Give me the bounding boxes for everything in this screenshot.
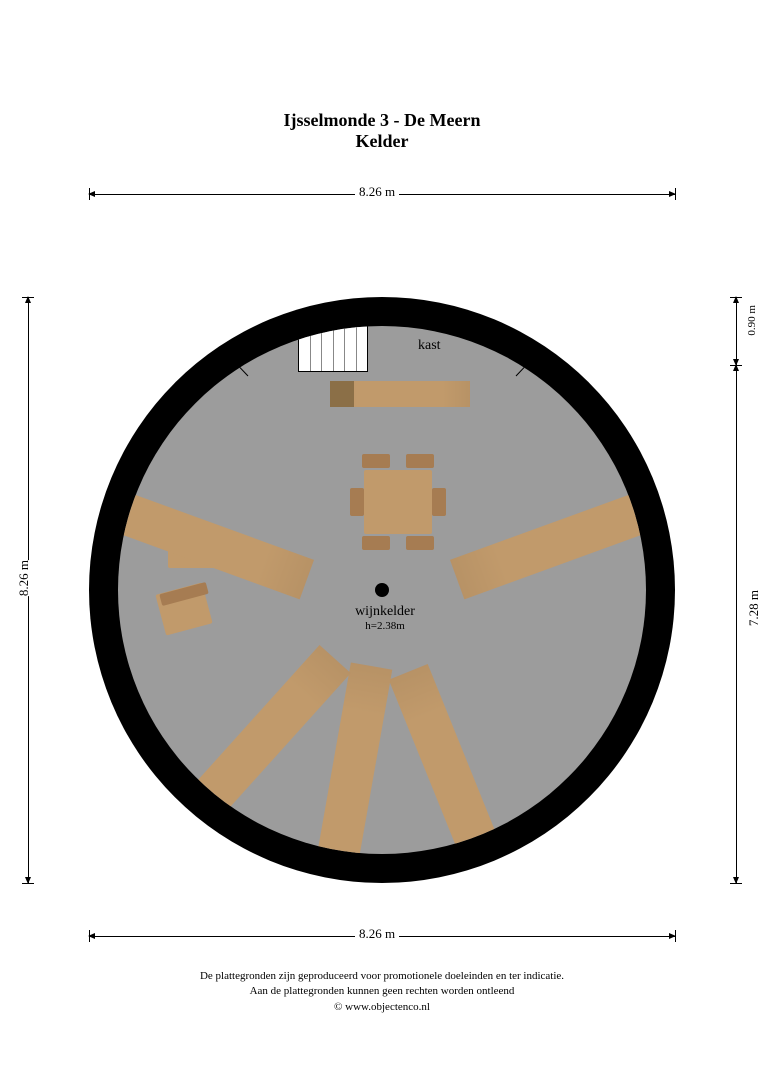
floor: kast wijnkelder h=2.38m [118,326,646,854]
dining-table [350,454,446,550]
footer-line3: © www.objectenco.nl [0,1000,764,1015]
title-line1: Ijsselmonde 3 - De Meern [0,110,764,131]
wine-rack [389,664,518,854]
wine-rack [450,478,646,600]
dim-label-right-upper: 0.90 m [742,305,762,336]
dim-line-right-lower [736,365,737,883]
stairs [298,326,368,372]
dim-label-top: 8.26 m [355,184,399,200]
dim-label-left: 8.26 m [12,560,36,596]
dim-label-right-lower: 7.28 m [742,590,764,626]
room-name: wijnkelder [330,604,440,620]
room-label-wijnkelder: wijnkelder h=2.38m [330,604,440,632]
title-line2: Kelder [0,131,764,152]
wine-rack [118,478,314,600]
footer-line1: De plattegronden zijn geproduceerd voor … [0,969,764,984]
room-height: h=2.38m [330,620,440,632]
counter-end [330,381,354,407]
footer-line2: Aan de plattegronden kunnen geen rechten… [0,984,764,999]
dim-line-right-upper [736,297,737,365]
floorplan-area: 8.26 m 8.26 m 8.26 m 0.90 m 7.28 m [0,170,764,930]
center-column [375,583,389,597]
title-block: Ijsselmonde 3 - De Meern Kelder [0,110,764,152]
dim-label-bottom: 8.26 m [355,926,399,942]
footer: De plattegronden zijn geproduceerd voor … [0,969,764,1015]
kast-label: kast [418,338,441,354]
